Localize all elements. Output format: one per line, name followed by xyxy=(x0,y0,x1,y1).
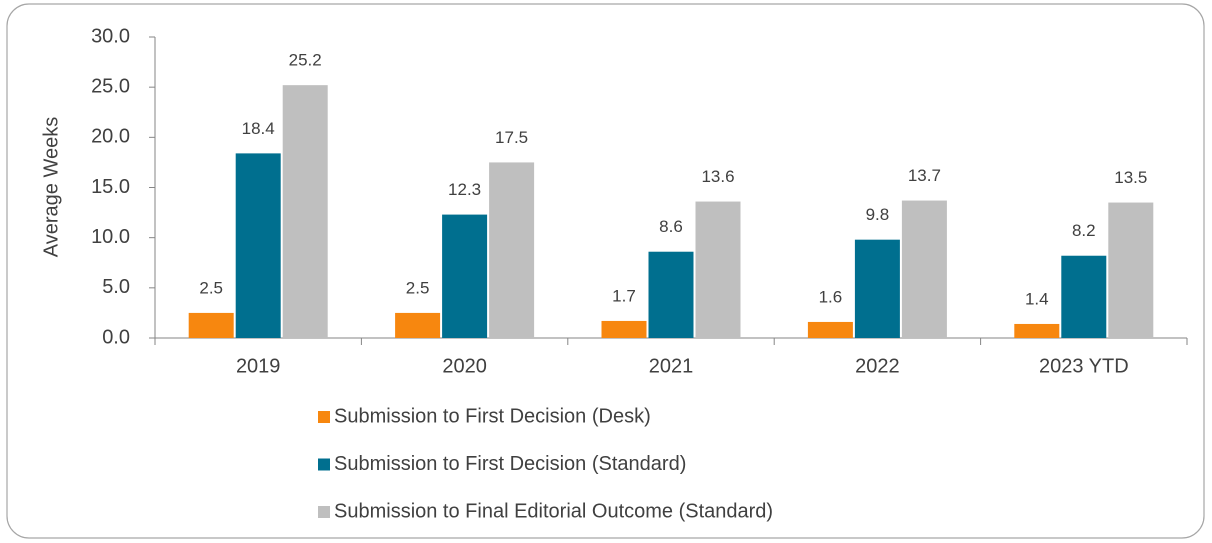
data-label: 12.3 xyxy=(448,180,481,199)
x-tick-label: 2023 YTD xyxy=(1039,355,1129,377)
data-label: 2.5 xyxy=(199,278,223,297)
data-label: 13.5 xyxy=(1114,168,1147,187)
legend-label: Submission to First Decision (Standard) xyxy=(334,453,686,475)
bar xyxy=(901,200,947,338)
data-label: 9.8 xyxy=(866,205,890,224)
legend-swatch xyxy=(318,411,330,423)
data-label: 1.7 xyxy=(612,286,636,305)
data-label: 1.4 xyxy=(1025,289,1049,308)
y-tick-label: 5.0 xyxy=(102,276,130,298)
y-tick-label: 15.0 xyxy=(91,176,130,198)
data-label: 17.5 xyxy=(495,128,528,147)
bar xyxy=(601,320,647,338)
y-tick-label: 20.0 xyxy=(91,126,130,148)
bar xyxy=(395,312,441,338)
bar xyxy=(807,321,853,338)
bar xyxy=(648,251,694,338)
bar xyxy=(489,162,535,338)
bar xyxy=(1061,255,1107,338)
data-label: 18.4 xyxy=(242,119,275,138)
bar xyxy=(854,239,900,338)
y-tick-label: 25.0 xyxy=(91,75,130,97)
x-tick-label: 2019 xyxy=(236,355,281,377)
data-label: 13.7 xyxy=(908,166,941,185)
data-label: 8.2 xyxy=(1072,221,1096,240)
data-label: 13.6 xyxy=(701,167,734,186)
data-label: 25.2 xyxy=(289,51,322,70)
y-tick-label: 0.0 xyxy=(102,326,130,348)
y-tick-label: 10.0 xyxy=(91,226,130,248)
legend-swatch xyxy=(318,506,330,518)
data-label: 8.6 xyxy=(659,217,683,236)
legend-label: Submission to First Decision (Desk) xyxy=(334,405,651,427)
bar xyxy=(1108,202,1154,338)
legend-swatch xyxy=(318,458,330,471)
y-axis-label: Average Weeks xyxy=(40,117,62,257)
bar xyxy=(282,85,328,338)
data-label: 2.5 xyxy=(406,278,430,297)
x-tick-label: 2021 xyxy=(649,355,694,377)
legend-label: Submission to Final Editorial Outcome (S… xyxy=(334,500,773,522)
bar xyxy=(188,312,234,338)
y-tick-label: 30.0 xyxy=(91,25,130,47)
bar xyxy=(235,153,281,338)
bar xyxy=(695,201,741,338)
bar xyxy=(1014,323,1060,338)
x-tick-label: 2020 xyxy=(442,355,487,377)
data-label: 1.6 xyxy=(819,287,843,306)
x-tick-label: 2022 xyxy=(855,355,900,377)
bar xyxy=(442,214,488,338)
